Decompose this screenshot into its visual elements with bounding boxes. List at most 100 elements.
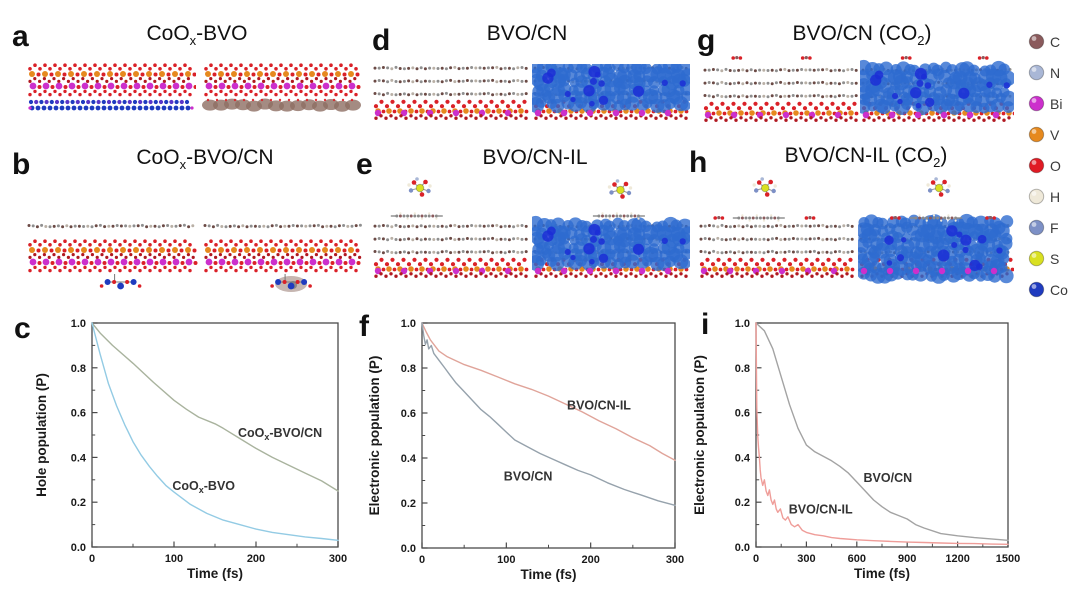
structure-coox-bvo-right [202,63,361,112]
panel-letter-c: c [14,312,31,345]
legend-label: Co [1050,281,1068,298]
chart-electronic-population-co2: 0 300 600 900 1200 1500 0.0 0.2 0.4 0.6 0.8 1.0 Time… [692,318,1020,581]
x-axis-label: Time (fs) [520,567,576,582]
legend-item: Bi [1028,88,1068,119]
legend-item: Co [1028,274,1068,305]
x-tick-label: 0 [419,554,425,566]
molecular-model [373,177,529,278]
x-tick-label: 0 [89,553,95,565]
structure-coox-bvo-cn-left [27,223,198,290]
molecular-model [699,177,855,278]
series-line-bvo-cn-il [421,322,676,462]
series-label: BVO/CN [864,471,913,485]
molecular-model [860,56,1014,122]
legend-item: H [1028,181,1068,212]
molecular-model [202,63,361,112]
panel-title-a: CoOx-BVO [146,22,248,48]
legend-item: V [1028,119,1068,150]
molecular-model [858,177,1014,284]
x-tick-label: 200 [247,553,265,565]
panel-letter-d: d [372,24,391,57]
structure-bvo-cn-co2-right [860,56,1014,122]
panel-title-d: BVO/CN [486,22,568,45]
y-tick-label: 0.8 [735,363,750,375]
panel-letter-h: h [689,146,708,179]
element-color-legend: C N Bi V O H F S Co [1028,26,1068,305]
axes: 0 100 200 300 0.0 0.2 0.4 0.6 0.8 1.0 [71,318,347,565]
atom-sphere-icon [1028,281,1045,298]
atom-sphere-icon [1028,33,1045,50]
series-line-bvo-cn [755,322,1009,542]
legend-label: O [1050,157,1061,174]
legend-label: N [1050,64,1061,81]
atom-sphere-icon [1028,188,1045,205]
x-tick-label: 900 [898,553,916,565]
y-tick-label: 1.0 [735,318,750,330]
y-tick-label: 0.4 [401,453,417,465]
y-tick-label: 0.0 [401,543,416,555]
atom-sphere-icon [1028,157,1045,174]
panel-title-g: BVO/CN (CO2) [792,22,932,48]
structure-bvo-cn-il-co2-left [699,177,855,278]
x-tick-label: 100 [497,554,515,566]
x-tick-label: 0 [753,553,759,565]
molecular-model [373,65,529,120]
legend-label: F [1050,219,1059,236]
x-tick-label: 600 [848,553,866,565]
legend-item: F [1028,212,1068,243]
y-axis-label: Hole population (P) [34,373,49,497]
structure-bvo-cn-il-right [532,179,690,278]
legend-item: O [1028,150,1068,181]
legend-label: Bi [1050,95,1063,112]
structure-coox-bvo-left [28,63,196,111]
y-tick-label: 1.0 [401,318,416,330]
x-axis-label: Time (fs) [854,566,910,581]
legend-label: V [1050,126,1060,143]
panel-letter-f: f [359,310,369,343]
x-axis-label: Time (fs) [187,566,243,581]
x-tick-label: 1200 [945,553,969,565]
series-line-bvo-cn-il [755,322,1009,546]
series-line-coox-bvo [91,322,339,542]
x-tick-label: 300 [666,554,684,566]
panel-letter-a: a [12,20,29,53]
y-tick-label: 0.8 [401,363,416,375]
y-tick-label: 0.4 [735,452,751,464]
panel-letter-b: b [12,148,31,181]
y-tick-label: 0.0 [735,542,750,554]
atom-sphere-icon [1028,219,1045,236]
y-tick-label: 0.8 [71,363,86,375]
axes: 0 100 200 300 0.0 0.2 0.4 0.6 0.8 1.0 [401,318,684,566]
structure-bvo-cn-il-left [373,177,529,278]
molecular-model [532,179,690,278]
chart-hole-population: 0 100 200 300 0.0 0.2 0.4 0.6 0.8 1.0 Time (fs) Hol… [34,318,347,581]
panel-letter-i: i [701,308,710,341]
molecular-model [703,56,859,122]
legend-label: C [1050,33,1061,50]
legend-item: S [1028,243,1068,274]
series-label: CoOx-BVO/CN [238,426,322,442]
structure-coox-bvo-cn-right [203,223,362,292]
structure-bvo-cn-co2-left [703,56,859,122]
legend-label: H [1050,188,1061,205]
series-label: BVO/CN-IL [567,399,631,413]
molecular-model [28,63,196,111]
y-tick-label: 0.2 [735,497,750,509]
y-tick-label: 0.6 [735,408,750,420]
series-label: BVO/CN [504,470,553,484]
y-tick-label: 0.6 [71,408,86,420]
y-tick-label: 0.4 [71,452,87,464]
y-axis-label: Electronic population (P) [692,355,707,515]
molecular-model [27,223,198,290]
y-tick-label: 0.0 [71,542,86,554]
structure-bvo-cn-right [532,64,690,120]
molecular-model [532,64,690,120]
x-tick-label: 200 [581,554,599,566]
series-line-bvo-cn [421,322,676,507]
panel-title-b: CoOx-BVO/CN [136,146,274,172]
y-tick-label: 1.0 [71,318,86,330]
y-axis-label: Electronic population (P) [367,356,382,516]
y-tick-label: 0.2 [71,497,86,509]
series-line-coox-bvo-cn [91,322,339,492]
